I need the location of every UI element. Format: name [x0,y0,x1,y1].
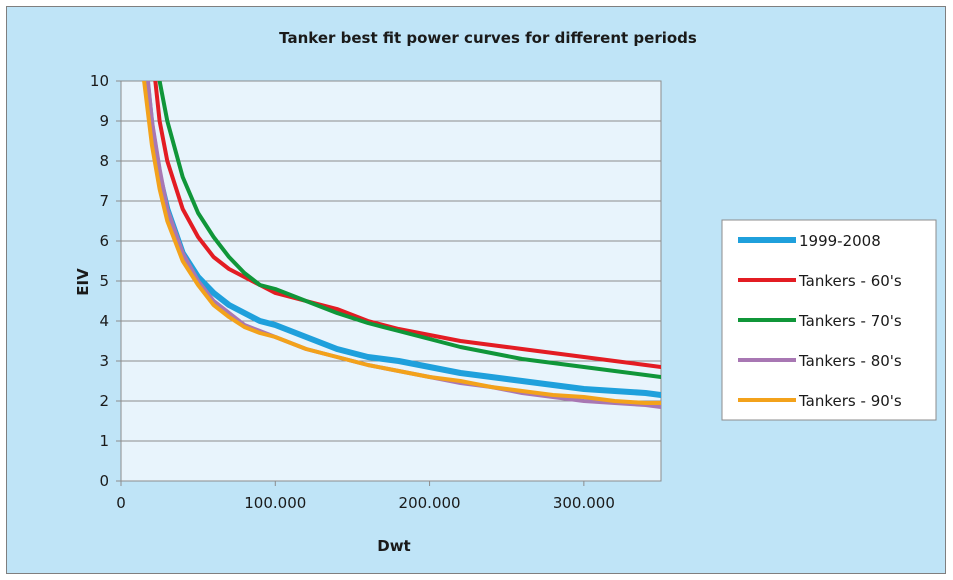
x-axis-title: Dwt [377,537,410,555]
legend-label-3: Tankers - 80's [798,352,902,370]
y-tick-label: 6 [99,232,109,250]
y-tick-label: 7 [99,192,109,210]
x-axis-ticks: 0 100.000 200.000 300.000 [116,481,615,512]
x-tick-label: 300.000 [553,494,615,512]
y-tick-label: 4 [99,312,109,330]
legend-label-4: Tankers - 90's [798,392,902,410]
y-tick-label: 2 [99,392,109,410]
chart-title: Tanker best fit power curves for differe… [279,29,697,47]
series-line-4 [142,81,661,405]
y-tick-label: 0 [99,472,109,490]
y-tick-label: 9 [99,112,109,130]
y-tick-label: 8 [99,152,109,170]
legend-label-2: Tankers - 70's [798,312,902,330]
x-tick-label: 200.000 [399,494,461,512]
legend-label-0: 1999-2008 [799,232,881,250]
y-tick-label: 1 [99,432,109,450]
x-tick-label: 100.000 [244,494,306,512]
legend-label-1: Tankers - 60's [798,272,902,290]
series-line-2 [157,81,661,379]
x-tick-label: 0 [116,494,126,512]
y-axis-title: EIV [74,268,92,296]
y-tick-label: 3 [99,352,109,370]
legend: 1999-2008 Tankers - 60's Tankers - 70's Tan… [738,232,902,410]
series-lines [142,81,661,409]
y-tick-label: 10 [90,72,109,90]
y-axis-ticks: 0 1 2 3 4 5 6 7 8 9 10 [90,72,121,490]
y-tick-label: 5 [99,272,109,290]
